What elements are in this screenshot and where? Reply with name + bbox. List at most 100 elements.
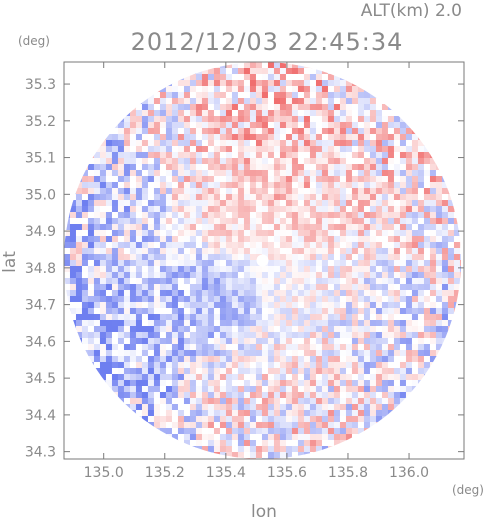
- radar-cell: [117, 110, 125, 117]
- radar-cell: [147, 302, 155, 309]
- radar-cell: [213, 296, 221, 303]
- radar-cell: [195, 326, 203, 333]
- radar-cell: [441, 344, 449, 351]
- radar-cell: [345, 410, 353, 417]
- radar-cell: [327, 440, 335, 447]
- radar-cell: [153, 320, 161, 327]
- radar-cell: [315, 266, 323, 273]
- radar-cell: [165, 218, 173, 225]
- radar-cell: [333, 410, 341, 417]
- radar-cell: [267, 104, 275, 111]
- radar-cell: [207, 74, 215, 81]
- radar-cell: [279, 266, 287, 273]
- radar-cell: [243, 374, 251, 381]
- radar-cell: [363, 314, 371, 321]
- radar-cell: [291, 356, 299, 363]
- radar-cell: [297, 176, 305, 183]
- radar-cell: [273, 284, 281, 291]
- radar-cell: [195, 116, 203, 123]
- radar-cell: [417, 212, 425, 219]
- radar-cell: [381, 278, 389, 285]
- radar-cell: [105, 350, 113, 357]
- radar-cell: [411, 146, 419, 153]
- radar-cell: [207, 242, 215, 249]
- radar-cell: [321, 410, 329, 417]
- radar-cell: [369, 284, 377, 291]
- radar-cell: [183, 104, 191, 111]
- radar-cell: [93, 182, 101, 189]
- radar-cell: [75, 320, 83, 327]
- radar-cell: [261, 332, 269, 339]
- radar-cell: [297, 398, 305, 405]
- radar-cell: [327, 344, 335, 351]
- x-axis-label: lon: [251, 502, 277, 521]
- radar-cell: [171, 104, 179, 111]
- radar-cell: [297, 134, 305, 141]
- radar-cell: [147, 92, 155, 99]
- radar-cell: [153, 410, 161, 417]
- radar-cell: [411, 212, 419, 219]
- radar-cell: [213, 194, 221, 201]
- radar-cell: [201, 68, 209, 75]
- radar-cell: [195, 80, 203, 87]
- radar-cell: [411, 176, 419, 183]
- radar-cell: [153, 92, 161, 99]
- radar-cell: [249, 236, 257, 243]
- radar-cell: [333, 320, 341, 327]
- radar-cell: [375, 308, 383, 315]
- radar-cell: [267, 236, 275, 243]
- radar-cell: [255, 320, 263, 327]
- radar-cell: [177, 200, 185, 207]
- radar-cell: [381, 296, 389, 303]
- radar-cell: [255, 380, 263, 387]
- radar-cell: [93, 302, 101, 309]
- radar-cell: [153, 110, 161, 117]
- radar-cell: [393, 404, 401, 411]
- radar-cell: [333, 374, 341, 381]
- radar-cell: [243, 356, 251, 363]
- radar-cell: [345, 80, 353, 87]
- radar-cell: [135, 224, 143, 231]
- radar-cell: [219, 248, 227, 255]
- radar-cell: [207, 128, 215, 135]
- radar-cell: [219, 182, 227, 189]
- radar-cell: [195, 446, 203, 453]
- radar-cell: [453, 314, 461, 321]
- radar-cell: [129, 338, 137, 345]
- radar-cell: [231, 230, 239, 237]
- radar-cell: [291, 344, 299, 351]
- radar-cell: [255, 152, 263, 159]
- radar-cell: [339, 92, 347, 99]
- radar-cell: [99, 260, 107, 267]
- radar-cell: [273, 350, 281, 357]
- radar-cell: [123, 386, 131, 393]
- radar-cell: [213, 266, 221, 273]
- radar-cell: [345, 86, 353, 93]
- radar-cell: [105, 128, 113, 135]
- radar-cell: [111, 212, 119, 219]
- radar-cell: [303, 410, 311, 417]
- radar-cell: [399, 122, 407, 129]
- radar-cell: [411, 344, 419, 351]
- radar-cell: [351, 200, 359, 207]
- radar-cell: [369, 104, 377, 111]
- radar-cell: [153, 260, 161, 267]
- radar-cell: [255, 224, 263, 231]
- radar-cell: [171, 98, 179, 105]
- radar-cell: [177, 422, 185, 429]
- radar-cell: [93, 260, 101, 267]
- radar-cell: [183, 284, 191, 291]
- radar-cell: [231, 242, 239, 249]
- radar-cell: [303, 452, 311, 459]
- radar-cell: [369, 224, 377, 231]
- radar-cell: [69, 320, 77, 327]
- radar-cell: [159, 86, 167, 93]
- radar-cell: [201, 380, 209, 387]
- radar-cell: [351, 218, 359, 225]
- radar-cell: [153, 224, 161, 231]
- radar-cell: [285, 104, 293, 111]
- radar-cell: [447, 254, 455, 261]
- radar-cell: [201, 374, 209, 381]
- radar-cell: [201, 122, 209, 129]
- radar-cell: [225, 320, 233, 327]
